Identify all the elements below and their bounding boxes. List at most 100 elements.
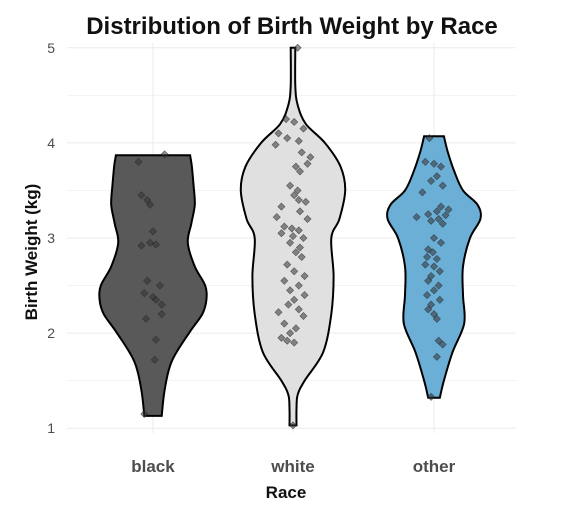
y-axis-label: Birth Weight (kg) <box>22 184 41 321</box>
point-black-18 <box>150 355 159 364</box>
point-white-16 <box>294 195 303 204</box>
point-white-5 <box>283 134 292 143</box>
chart-title: Distribution of Birth Weight by Race <box>86 13 498 40</box>
point-other-34 <box>429 310 439 319</box>
point-white-24 <box>294 226 303 235</box>
violin-black <box>98 154 208 417</box>
y-tick-label-3: 4 <box>47 135 55 151</box>
point-other-31 <box>435 295 444 304</box>
point-other-33 <box>424 305 433 314</box>
point-other-10 <box>432 207 441 216</box>
point-black-0 <box>134 157 143 166</box>
point-other-22 <box>432 254 441 263</box>
x-tick-label-black: black <box>131 457 175 476</box>
x-axis-ticks: black white other <box>131 457 455 476</box>
point-white-40 <box>284 300 293 309</box>
x-tick-label-other: other <box>413 457 456 476</box>
point-white-1 <box>282 115 291 124</box>
point-white-39 <box>290 295 299 304</box>
point-other-1 <box>421 157 430 166</box>
y-tick-label-4: 5 <box>47 40 55 56</box>
point-white-7 <box>271 140 280 149</box>
point-other-27 <box>424 276 433 285</box>
point-white-48 <box>283 336 292 345</box>
point-white-12 <box>295 167 304 176</box>
point-other-32 <box>427 300 436 309</box>
point-white-30 <box>291 248 300 257</box>
point-other-35 <box>432 314 441 323</box>
point-other-39 <box>427 392 436 401</box>
point-white-2 <box>290 117 299 126</box>
point-other-24 <box>429 262 439 271</box>
point-white-29 <box>295 243 304 252</box>
point-white-19 <box>295 207 304 216</box>
point-white-44 <box>280 319 289 328</box>
point-other-25 <box>435 267 444 276</box>
point-white-37 <box>286 286 295 295</box>
point-other-19 <box>424 245 433 254</box>
point-other-2 <box>429 159 439 168</box>
point-white-34 <box>300 272 309 281</box>
point-white-20 <box>272 213 281 222</box>
point-white-22 <box>280 222 289 231</box>
point-other-13 <box>412 213 421 222</box>
point-black-10 <box>155 281 164 290</box>
point-black-16 <box>157 310 166 319</box>
point-white-45 <box>291 324 300 333</box>
point-white-10 <box>303 159 312 168</box>
point-black-6 <box>146 238 155 247</box>
point-other-14 <box>434 214 443 224</box>
point-other-36 <box>434 336 443 345</box>
point-black-8 <box>137 241 146 250</box>
point-white-26 <box>288 232 298 241</box>
point-white-42 <box>274 308 283 317</box>
point-black-3 <box>143 195 152 204</box>
y-axis-ticks: 1 2 3 4 5 <box>47 40 55 436</box>
point-white-3 <box>299 124 308 133</box>
x-axis-label: Race <box>266 483 307 502</box>
point-other-8 <box>436 202 445 211</box>
point-black-13 <box>151 295 160 304</box>
point-white-46 <box>286 329 295 338</box>
point-black-7 <box>151 240 160 249</box>
point-white-18 <box>277 202 286 211</box>
point-other-21 <box>423 252 432 262</box>
point-other-5 <box>427 176 436 185</box>
x-tick-label-white: white <box>270 457 314 476</box>
point-white-27 <box>299 233 308 243</box>
point-white-11 <box>291 162 300 171</box>
point-other-4 <box>432 172 441 181</box>
y-tick-label-0: 1 <box>47 420 55 436</box>
point-other-29 <box>429 286 439 295</box>
point-other-7 <box>418 188 427 197</box>
jitter-points-layer <box>134 43 453 430</box>
point-black-5 <box>148 227 158 236</box>
point-white-31 <box>297 252 306 262</box>
point-black-14 <box>157 300 166 309</box>
point-white-25 <box>277 229 286 238</box>
point-white-50 <box>288 421 298 430</box>
point-other-0 <box>425 134 434 143</box>
point-other-28 <box>434 281 443 290</box>
point-other-6 <box>438 181 447 190</box>
point-white-41 <box>294 305 303 314</box>
point-white-13 <box>286 181 295 190</box>
point-black-4 <box>146 200 155 209</box>
point-black-15 <box>142 314 151 323</box>
point-black-9 <box>143 276 152 285</box>
point-white-33 <box>290 267 299 276</box>
point-black-11 <box>140 289 149 298</box>
point-white-43 <box>299 311 308 321</box>
point-other-17 <box>429 233 439 243</box>
violin-layer <box>98 46 482 427</box>
point-other-18 <box>436 238 445 247</box>
point-white-6 <box>294 136 303 146</box>
point-white-9 <box>306 153 315 162</box>
point-other-37 <box>438 340 447 349</box>
point-white-14 <box>293 186 302 195</box>
point-white-17 <box>301 197 310 206</box>
point-other-30 <box>423 291 432 300</box>
point-other-16 <box>438 219 447 228</box>
point-other-3 <box>436 162 445 171</box>
